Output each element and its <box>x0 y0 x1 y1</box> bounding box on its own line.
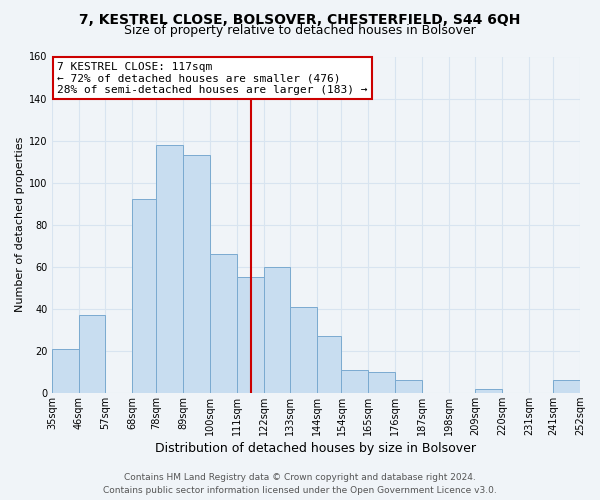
Text: 7 KESTREL CLOSE: 117sqm
← 72% of detached houses are smaller (476)
28% of semi-d: 7 KESTREL CLOSE: 117sqm ← 72% of detache… <box>57 62 368 94</box>
Bar <box>341 370 368 393</box>
Bar <box>52 348 79 393</box>
Bar <box>132 200 157 393</box>
Bar <box>183 156 210 393</box>
Bar <box>263 266 290 393</box>
Bar <box>79 315 106 393</box>
Bar <box>475 388 502 393</box>
Bar <box>210 254 237 393</box>
Bar <box>157 145 183 393</box>
Bar <box>368 372 395 393</box>
Bar <box>237 277 263 393</box>
Text: 7, KESTREL CLOSE, BOLSOVER, CHESTERFIELD, S44 6QH: 7, KESTREL CLOSE, BOLSOVER, CHESTERFIELD… <box>79 12 521 26</box>
Bar <box>290 306 317 393</box>
X-axis label: Distribution of detached houses by size in Bolsover: Distribution of detached houses by size … <box>155 442 476 455</box>
Bar <box>553 380 580 393</box>
Bar <box>395 380 422 393</box>
Text: Size of property relative to detached houses in Bolsover: Size of property relative to detached ho… <box>124 24 476 37</box>
Bar <box>317 336 341 393</box>
Text: Contains HM Land Registry data © Crown copyright and database right 2024.
Contai: Contains HM Land Registry data © Crown c… <box>103 474 497 495</box>
Y-axis label: Number of detached properties: Number of detached properties <box>15 137 25 312</box>
